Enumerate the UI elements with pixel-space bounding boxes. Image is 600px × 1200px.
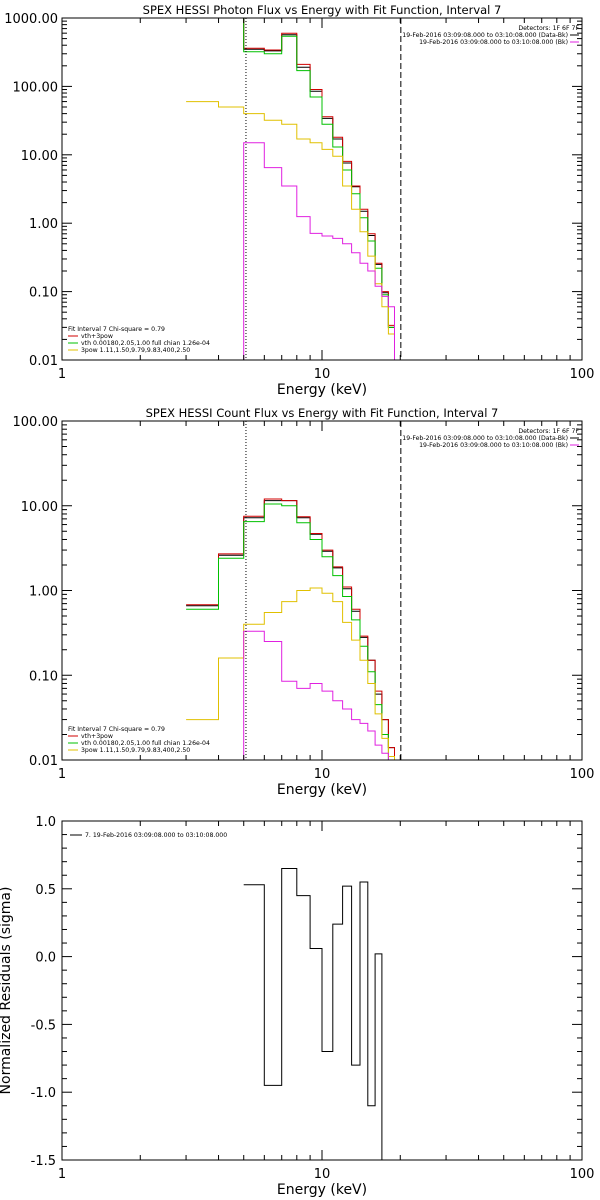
legend-entry-text: vth 0.00180,2.05,1.00 full chian 1.26e-0… bbox=[81, 740, 210, 747]
chart-title: SPEX HESSI Photon Flux vs Energy with Fi… bbox=[143, 3, 502, 17]
y-tick-label: 10.00 bbox=[21, 149, 58, 164]
x-tick-label: 100 bbox=[570, 1167, 595, 1182]
panel-1: SPEX HESSI Photon Flux vs Energy with Fi… bbox=[4, 3, 595, 398]
series-vth-3pow bbox=[186, 498, 395, 760]
y-tick-label: 0.5 bbox=[35, 883, 56, 898]
series-data-bk bbox=[186, 500, 395, 760]
panel-2: SPEX HESSI Count Flux vs Energy with Fit… bbox=[13, 406, 595, 798]
y-tick-label: 0.01 bbox=[29, 754, 58, 769]
legend-entry-text: 19-Feb-2016 03:09:08.000 to 03:10:08.000… bbox=[402, 32, 568, 39]
series-3pow bbox=[186, 587, 395, 760]
detectors-label: Detectors: 1F 6F 7F bbox=[518, 428, 579, 435]
y-tick-label: 0.0 bbox=[35, 951, 56, 966]
legend-entry-text: 7. 19-Feb-2016 03:09:08.000 to 03:10:08.… bbox=[85, 832, 227, 839]
x-tick-label: 10 bbox=[314, 767, 331, 782]
legend-entry-text: vth+3pow bbox=[81, 733, 113, 740]
x-tick-label: 1 bbox=[58, 1167, 66, 1182]
series-vth bbox=[186, 503, 395, 760]
y-tick-label: 10.00 bbox=[21, 500, 58, 515]
fit-interval-label: Fit Interval 7 Chi-square = 0.79 bbox=[68, 726, 165, 733]
plot-frame bbox=[61, 17, 583, 361]
x-tick-label: 10 bbox=[314, 1167, 331, 1182]
fit-interval-label: Fit Interval 7 Chi-square = 0.79 bbox=[68, 326, 165, 333]
x-tick-label: 100 bbox=[570, 767, 595, 782]
y-tick-label: -1.0 bbox=[31, 1086, 56, 1101]
legend-entry-text: 19-Feb-2016 03:09:08.000 to 03:10:08.000… bbox=[402, 435, 568, 442]
x-tick-label: 1 bbox=[58, 767, 66, 782]
panel-3: 1 10 100 Energy (keV) -1.5 -1.0 -0.5 0.0 0.5 1.0 N… bbox=[0, 815, 594, 1198]
series-group bbox=[243, 868, 401, 1160]
y-tick-label: 1.0 bbox=[35, 815, 56, 830]
x-tick-label: 100 bbox=[570, 367, 595, 382]
series-line-0 bbox=[243, 868, 401, 1160]
y-tick-label: 100.00 bbox=[13, 80, 59, 95]
legend-entry-text: 19-Feb-2016 03:09:08.000 to 03:10:08.000… bbox=[419, 442, 568, 449]
series-group bbox=[186, 18, 401, 360]
series-bk bbox=[243, 142, 401, 360]
detectors-label: Detectors: 1F 6F 7F bbox=[518, 25, 579, 32]
x-tick-label: 10 bbox=[314, 367, 331, 382]
y-tick-label: 1.00 bbox=[29, 585, 58, 600]
legend-entry-text: 19-Feb-2016 03:09:08.000 to 03:10:08.000… bbox=[419, 39, 568, 46]
legend-entry-text: 3pow 1.11,1.50,9.79,9.83,400,2.50 bbox=[81, 347, 190, 354]
y-axis-label: Normalized Residuals (sigma) bbox=[0, 887, 14, 1095]
legend-entry-text: vth+3pow bbox=[81, 333, 113, 340]
x-axis-label: Energy (keV) bbox=[277, 782, 367, 798]
series-vth-3pow bbox=[243, 18, 395, 360]
y-tick-label: 1000.00 bbox=[4, 12, 58, 27]
series-group bbox=[186, 498, 395, 760]
y-tick-label: 1.00 bbox=[29, 217, 58, 232]
y-tick-label: 0.10 bbox=[29, 286, 58, 301]
y-tick-label: 100.00 bbox=[13, 415, 59, 430]
series-3pow bbox=[186, 101, 395, 360]
y-tick-label: -1.5 bbox=[31, 1154, 56, 1169]
x-axis-label: Energy (keV) bbox=[277, 382, 367, 398]
x-axis-label: Energy (keV) bbox=[277, 1182, 367, 1198]
y-tick-label: 0.01 bbox=[29, 354, 58, 369]
y-tick-label: 0.10 bbox=[29, 669, 58, 684]
legend-entry-text: vth 0.00180,2.05,1.00 full chian 1.26e-0… bbox=[81, 340, 210, 347]
chart-title: SPEX HESSI Count Flux vs Energy with Fit… bbox=[146, 406, 499, 420]
series-bk bbox=[243, 630, 395, 760]
legend-entry-text: 3pow 1.11,1.50,9.79,9.83,400,2.50 bbox=[81, 747, 190, 754]
x-tick-label: 1 bbox=[58, 367, 66, 382]
y-tick-label: -0.5 bbox=[31, 1018, 56, 1033]
